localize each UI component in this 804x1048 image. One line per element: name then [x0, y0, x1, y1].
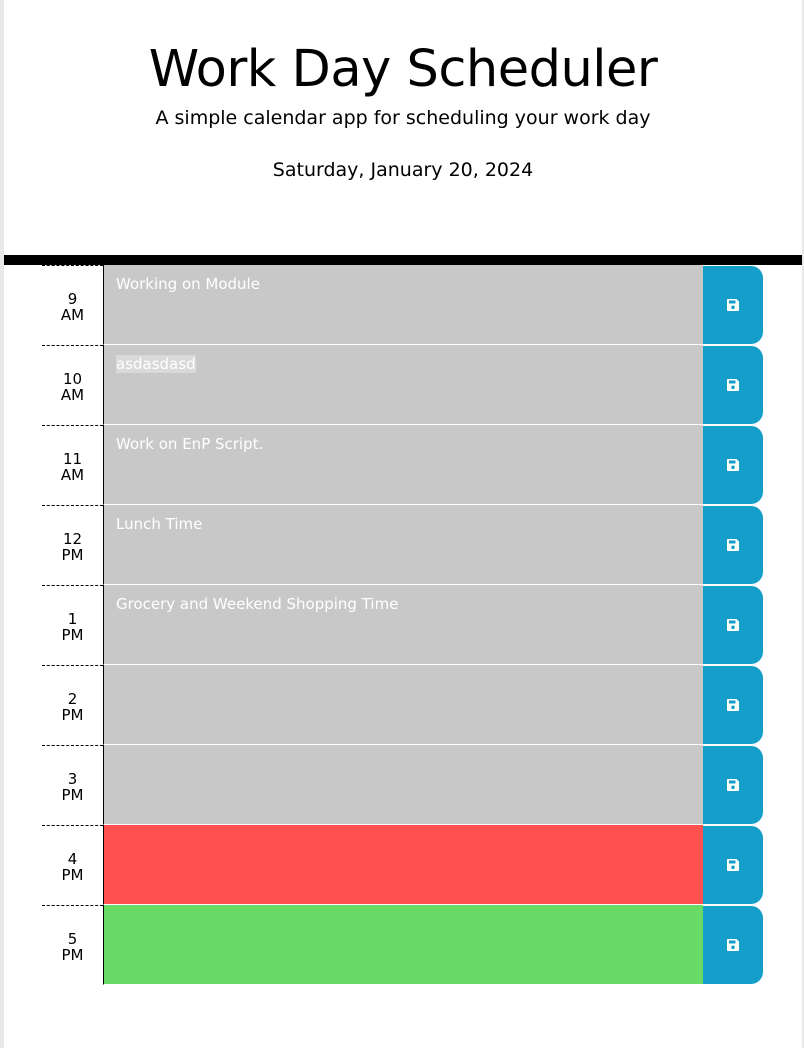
floppy-disk-icon — [726, 858, 740, 872]
page-subtitle: A simple calendar app for scheduling you… — [155, 107, 651, 129]
hour-number: 5 — [67, 929, 78, 948]
hour-label: 5 PM — [42, 905, 103, 985]
description-textarea[interactable]: asdasdasd — [103, 345, 703, 425]
description-textarea[interactable] — [103, 745, 703, 825]
hour-label: 2 PM — [42, 665, 103, 745]
floppy-disk-glyph — [726, 459, 739, 471]
floppy-disk-glyph — [726, 939, 739, 951]
floppy-disk-icon — [726, 618, 740, 632]
floppy-disk-icon — [726, 938, 740, 952]
description-text: asdasdasd — [116, 355, 196, 373]
header: Work Day Scheduler A simple calendar app… — [4, 0, 802, 265]
hour-meridiem: PM — [61, 865, 84, 884]
time-block-row: 3 PM — [42, 745, 764, 825]
hour-meridiem: PM — [61, 945, 84, 964]
floppy-disk-glyph — [726, 379, 739, 391]
save-button[interactable] — [703, 826, 763, 904]
hour-number: 1 — [67, 609, 78, 628]
hour-number: 11 — [62, 449, 83, 468]
description-textarea[interactable]: Grocery and Weekend Shopping Time — [103, 585, 703, 665]
save-button[interactable] — [703, 266, 763, 344]
hour-meridiem: AM — [60, 465, 85, 484]
time-block-row: 12 PM Lunch Time — [42, 505, 764, 585]
schedule-container: 9 AM Working on Module 10 AM asdasdasd 11 AM Wor… — [42, 265, 764, 985]
save-button[interactable] — [703, 506, 763, 584]
floppy-disk-glyph — [726, 299, 739, 311]
hour-label: 1 PM — [42, 585, 103, 665]
hour-meridiem: PM — [61, 785, 84, 804]
floppy-disk-glyph — [726, 699, 739, 711]
save-button[interactable] — [703, 746, 763, 824]
description-textarea[interactable]: Working on Module — [103, 265, 703, 345]
save-button[interactable] — [703, 586, 763, 664]
save-button[interactable] — [703, 346, 763, 424]
page: Work Day Scheduler A simple calendar app… — [4, 0, 802, 1048]
hour-meridiem: PM — [61, 625, 84, 644]
time-block-row: 2 PM — [42, 665, 764, 745]
description-textarea[interactable] — [103, 825, 703, 905]
floppy-disk-icon — [726, 538, 740, 552]
hour-label: 12 PM — [42, 505, 103, 585]
floppy-disk-icon — [726, 698, 740, 712]
description-textarea[interactable]: Work on EnP Script. — [103, 425, 703, 505]
floppy-disk-glyph — [726, 859, 739, 871]
description-text: Grocery and Weekend Shopping Time — [116, 595, 399, 613]
floppy-disk-glyph — [726, 539, 739, 551]
hour-number: 2 — [67, 689, 78, 708]
floppy-disk-glyph — [726, 619, 739, 631]
floppy-disk-icon — [726, 458, 740, 472]
save-button[interactable] — [703, 426, 763, 504]
time-block-row: 10 AM asdasdasd — [42, 345, 764, 425]
description-text: Work on EnP Script. — [116, 435, 264, 453]
hour-label: 9 AM — [42, 265, 103, 345]
hour-label: 4 PM — [42, 825, 103, 905]
floppy-disk-icon — [726, 778, 740, 792]
hour-meridiem: AM — [60, 385, 85, 404]
hour-number: 10 — [62, 369, 83, 388]
time-block-row: 9 AM Working on Module — [42, 265, 764, 345]
description-text: Lunch Time — [116, 515, 203, 533]
time-block-row: 5 PM — [42, 905, 764, 985]
hour-number: 12 — [62, 529, 83, 548]
hour-meridiem: PM — [61, 545, 84, 564]
floppy-disk-icon — [726, 378, 740, 392]
hour-label: 10 AM — [42, 345, 103, 425]
description-text: Working on Module — [116, 275, 260, 293]
hour-label: 11 AM — [42, 425, 103, 505]
page-title: Work Day Scheduler — [148, 40, 658, 99]
floppy-disk-icon — [726, 298, 740, 312]
time-block-row: 11 AM Work on EnP Script. — [42, 425, 764, 505]
hour-meridiem: AM — [60, 305, 85, 324]
hour-number: 4 — [67, 849, 78, 868]
time-block-row: 1 PM Grocery and Weekend Shopping Time — [42, 585, 764, 665]
floppy-disk-glyph — [726, 779, 739, 791]
hour-number: 9 — [67, 289, 78, 308]
hour-meridiem: PM — [61, 705, 84, 724]
description-textarea[interactable]: Lunch Time — [103, 505, 703, 585]
current-date: Saturday, January 20, 2024 — [272, 159, 534, 181]
hour-label: 3 PM — [42, 745, 103, 825]
save-button[interactable] — [703, 906, 763, 984]
description-textarea[interactable] — [103, 665, 703, 745]
description-textarea[interactable] — [103, 905, 703, 985]
save-button[interactable] — [703, 666, 763, 744]
time-block-row: 4 PM — [42, 825, 764, 905]
hour-number: 3 — [67, 769, 78, 788]
